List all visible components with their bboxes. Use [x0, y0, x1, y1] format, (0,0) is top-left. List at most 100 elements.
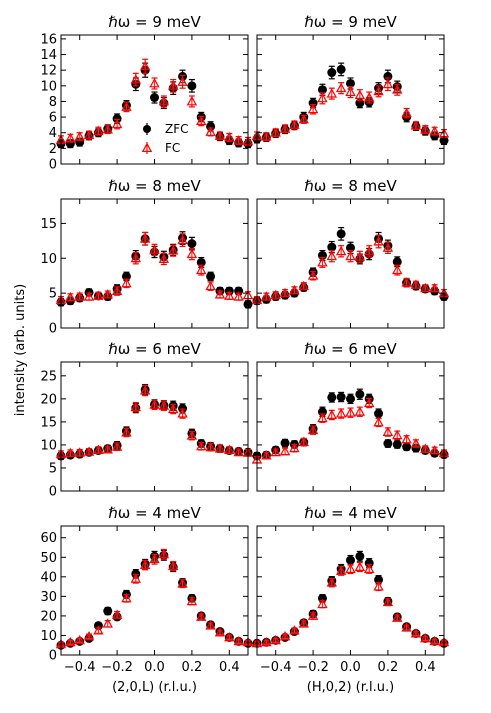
data-point-fc [307, 610, 319, 620]
data-point-fc [279, 287, 291, 298]
data-point-fc [279, 123, 291, 133]
data-point-fc [74, 131, 85, 141]
y-tick-label: 10 [40, 252, 57, 267]
data-point-fc [205, 280, 216, 291]
data-point-fc [102, 618, 113, 628]
data-point-fc [298, 280, 309, 291]
data-point-fc [363, 245, 375, 256]
data-point-fc [83, 630, 95, 641]
data-point-fc [205, 620, 216, 630]
data-point-fc [158, 548, 170, 559]
y-tick-label: 16 [40, 32, 57, 47]
data-point-fc [158, 253, 170, 263]
data-point-fc [186, 248, 198, 259]
data-point-fc [363, 563, 375, 573]
data-point-fc [410, 438, 422, 448]
data-point-fc [261, 636, 272, 647]
data-point-fc [149, 399, 160, 409]
legend: ZFC FC [141, 122, 189, 155]
data-point-fc [345, 563, 356, 573]
plot-frame [60, 198, 249, 329]
data-point-fc [307, 270, 319, 280]
data-point-fc [363, 92, 375, 102]
series-fc [55, 548, 254, 649]
data-point-fc [65, 132, 76, 143]
y-tick-label: 20 [40, 392, 57, 407]
data-point-fc [429, 635, 440, 646]
data-point-fc [392, 429, 403, 440]
data-point-fc [158, 400, 170, 410]
data-point-fc [224, 444, 235, 454]
data-point-fc [196, 440, 207, 451]
y-axis-label: intensity (arb. units) [13, 284, 28, 416]
data-point-fc [326, 88, 338, 98]
data-point-fc [382, 242, 394, 252]
panel-4L: ℏω = 4 meV −0.4 −0.2 0.0 0.2 0.4 0 10 20 30 40 50 60… [40, 504, 254, 695]
series-fc [55, 58, 254, 146]
data-point-fc [205, 126, 216, 136]
data-point-fc [298, 618, 309, 628]
data-point-fc [307, 103, 319, 114]
plot-frame [256, 361, 445, 492]
data-point-fc [410, 120, 422, 130]
data-point-fc [102, 289, 113, 299]
data-point-fc [224, 290, 235, 300]
series-fc [55, 231, 254, 305]
data-point-fc [410, 279, 422, 289]
data-point-fc [401, 433, 412, 444]
data-point-zfc [280, 438, 290, 448]
data-point-fc [130, 74, 142, 84]
data-point-fc [121, 101, 132, 111]
data-point-zfc [187, 81, 197, 91]
data-point-fc [420, 282, 431, 293]
data-point-fc [121, 592, 132, 603]
panel-title: ℏω = 9 meV [304, 13, 397, 31]
x-tick-label: 0.0 [144, 660, 165, 675]
data-point-fc [382, 78, 394, 89]
data-point-fc [373, 581, 384, 591]
legend-label-zfc: ZFC [165, 122, 189, 136]
data-point-fc [392, 84, 403, 94]
data-point-fc [382, 596, 394, 607]
y-tick-label: 5 [49, 461, 57, 476]
legend-marker-fc [141, 142, 153, 152]
data-point-zfc [187, 239, 197, 249]
data-point-fc [298, 436, 309, 447]
data-point-fc [111, 609, 123, 619]
data-point-fc [392, 264, 403, 275]
data-point-fc [102, 124, 113, 134]
y-tick-label: 5 [49, 287, 57, 302]
y-tick-label: 10 [40, 629, 57, 644]
panel-title: ℏω = 9 meV [108, 13, 201, 31]
data-point-fc [261, 291, 272, 301]
data-point-fc [270, 289, 281, 300]
y-tick-label: 0 [49, 485, 57, 500]
data-point-fc [65, 447, 76, 458]
data-point-zfc [150, 93, 159, 103]
legend-label-fc: FC [165, 141, 180, 155]
data-point-fc [270, 446, 281, 457]
data-point-fc [224, 631, 235, 642]
y-tick-label: 12 [40, 64, 57, 79]
data-point-fc [224, 131, 235, 142]
data-point-fc [111, 285, 123, 296]
data-point-fc [139, 60, 151, 71]
panel-4H: ℏω = 4 meV −0.4 −0.2 0.0 0.2 0.4 (H,0,2) (r.l.… [251, 504, 450, 695]
data-point-fc [326, 577, 338, 587]
data-point-fc [130, 573, 142, 583]
panel-title: ℏω = 8 meV [304, 177, 397, 195]
y-tick-label: 8 [49, 95, 57, 110]
data-point-fc [149, 78, 160, 88]
data-point-zfc [355, 551, 365, 561]
data-point-zfc [402, 442, 412, 452]
plot-frame [60, 361, 249, 492]
data-point-fc [130, 401, 142, 412]
data-point-fc [289, 284, 300, 295]
data-point-fc [354, 561, 366, 572]
data-point-fc [354, 251, 366, 261]
data-point-fc [420, 124, 431, 134]
data-point-fc [74, 291, 85, 301]
plot-frame [256, 34, 445, 165]
data-point-fc [111, 118, 123, 129]
